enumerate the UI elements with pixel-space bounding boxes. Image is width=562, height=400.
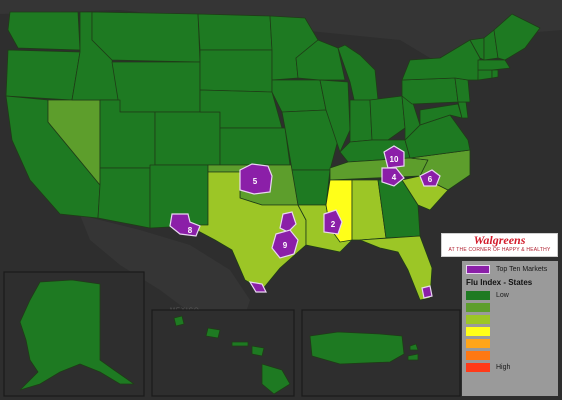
state-NJ <box>454 77 471 103</box>
state-IN <box>349 99 373 143</box>
state-MT <box>91 11 201 63</box>
legend-scale-row <box>466 326 554 337</box>
inset-puerto-rico <box>301 309 461 397</box>
legend-scale-row: High <box>466 362 554 373</box>
market-rank: 9 <box>283 241 288 250</box>
legend-market-swatch <box>466 265 490 274</box>
legend-scale: Low High <box>466 290 554 373</box>
market-louisville[interactable]: 10 <box>383 145 405 169</box>
island-hawaii <box>261 363 291 395</box>
state-IL <box>319 79 351 153</box>
market-raleigh[interactable]: 6 <box>419 169 441 187</box>
state-SD <box>199 49 273 93</box>
market-jackson[interactable]: 2 <box>323 209 343 235</box>
legend-swatch <box>466 363 490 372</box>
walgreens-logo: Walgreens AT THE CORNER OF HAPPY & HEALT… <box>441 233 558 257</box>
state-IA <box>271 79 327 113</box>
state-CT <box>477 69 493 81</box>
market-houston[interactable]: 9 <box>271 229 299 259</box>
legend-scale-label: Low <box>496 292 509 299</box>
state-RI <box>491 69 499 79</box>
market-san-antonio[interactable]: 8 <box>169 213 201 237</box>
legend-swatch <box>466 339 490 348</box>
market-rank: 6 <box>428 175 433 184</box>
logo-brand: Walgreens <box>473 233 526 247</box>
state-OH <box>369 95 406 141</box>
state-MA <box>477 59 511 71</box>
market-rank: 2 <box>331 220 336 229</box>
legend-scale-row: Low <box>466 290 554 301</box>
island-vieques <box>407 353 419 361</box>
mexico-land <box>80 215 250 330</box>
island-culebra <box>409 343 419 351</box>
legend-swatch <box>466 291 490 300</box>
state-AZ <box>97 167 151 229</box>
island-oahu <box>205 327 221 339</box>
inset-hawaii <box>151 309 295 397</box>
market-lexington[interactable]: 4 <box>381 167 405 187</box>
island-kauai <box>173 315 185 327</box>
island-maui <box>251 345 265 357</box>
legend-swatch <box>466 303 490 312</box>
market-houston-area[interactable] <box>279 211 297 233</box>
state-OR <box>5 49 81 101</box>
legend-swatch <box>466 327 490 336</box>
state-CO <box>154 111 221 166</box>
legend-swatch <box>466 351 490 360</box>
market-miami[interactable] <box>421 285 433 299</box>
legend-markets: Top Ten Markets <box>466 264 554 275</box>
state-WA <box>7 11 81 51</box>
state-AK <box>19 279 135 391</box>
legend-title: Flu Index - States <box>466 278 533 287</box>
state-ND <box>197 13 273 51</box>
state-WI <box>295 39 346 81</box>
state-WY <box>111 61 201 113</box>
state-KS <box>219 127 291 166</box>
inset-alaska <box>3 271 145 397</box>
market-rank: 5 <box>253 177 258 186</box>
legend-scale-label: High <box>496 364 511 371</box>
market-corpus-christi[interactable] <box>248 281 267 293</box>
island-molokai <box>231 341 249 347</box>
map-legend: Top Ten Markets Flu Index - States Low H… <box>462 261 558 396</box>
market-dallas[interactable]: 5 <box>239 163 273 195</box>
canada-land <box>0 0 562 60</box>
legend-market-label: Top Ten Markets <box>496 266 548 273</box>
legend-swatch <box>466 315 490 324</box>
market-rank: 4 <box>392 173 397 182</box>
territory-PR <box>309 331 405 365</box>
logo-tagline: AT THE CORNER OF HAPPY & HEALTHY <box>448 247 551 253</box>
state-PA <box>401 77 459 105</box>
legend-scale-row <box>466 314 554 325</box>
state-MD <box>419 103 463 126</box>
state-FL <box>359 235 433 301</box>
legend-scale-row <box>466 338 554 349</box>
legend-scale-row <box>466 302 554 313</box>
market-rank: 10 <box>390 155 399 164</box>
market-rank: 8 <box>188 226 193 235</box>
state-AR <box>291 169 331 206</box>
legend-scale-row <box>466 350 554 361</box>
state-ME <box>493 13 541 61</box>
